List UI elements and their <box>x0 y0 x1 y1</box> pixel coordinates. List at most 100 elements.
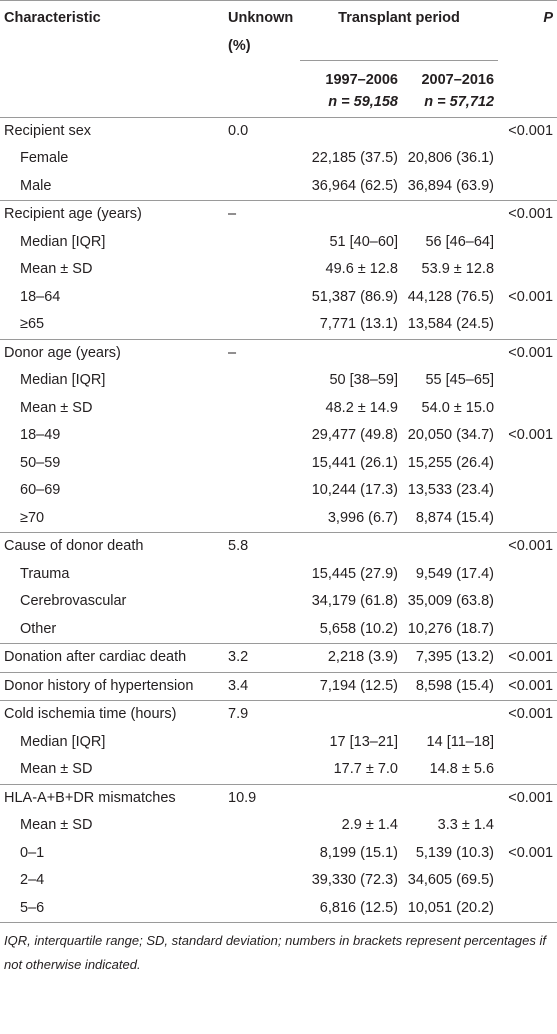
value-cell: 5,139 (10.3) <box>415 844 495 861</box>
unknown-cell <box>222 173 300 201</box>
item-row: ≥65 7,771 (13.1) 13,584 (24.5) <box>0 311 557 339</box>
p-cell: <0.001 <box>498 200 557 229</box>
header-cell: P <box>498 0 557 60</box>
unknown-cell <box>222 505 300 533</box>
unknown-cell <box>222 561 300 589</box>
row-label: Recipient age (years) <box>0 200 222 229</box>
footnote: IQR, interquartile range; SD, standard d… <box>0 922 557 977</box>
item-row: Cerebrovascular 34,179 (61.8) 35,009 (63.8… <box>0 588 557 616</box>
group-row: HLA-A+B+DR mismatches 10.9 <0.001 <box>0 783 557 812</box>
row-label: Mean ± SD <box>20 761 93 777</box>
unknown-cell: – <box>222 200 300 229</box>
value-cell: 6,816 (12.5) <box>319 899 398 916</box>
value-cell: 35,009 (63.8) <box>407 593 495 609</box>
value-cell <box>402 700 499 729</box>
item-row: Mean ± SD 48.2 ± 14.9 54.0 ± 15.0 <box>0 395 557 423</box>
value-cell: 54.0 ± 15.0 <box>421 399 495 416</box>
header-cell: Transplant period <box>300 0 499 61</box>
value-cell <box>402 200 499 229</box>
value-cell: 15,445 (27.9) <box>311 565 398 582</box>
row-label: Median [IQR] <box>20 233 106 250</box>
value-cell <box>300 116 402 145</box>
table-body: Recipient sex 0.0 <0.001 Female 22,185 (37.5… <box>0 116 557 923</box>
p-cell <box>498 311 557 339</box>
row-label: Donor age (years) <box>0 338 222 367</box>
group-row: Cold ischemia time (hours) 7.9 <0.001 <box>0 700 557 729</box>
value-cell: 15,441 (26.1) <box>311 454 398 471</box>
p-cell: <0.001 <box>498 532 557 561</box>
item-row: Female 22,185 (37.5) 20,806 (36.1) <box>0 145 557 173</box>
value-cell: 55 [45–65] <box>425 372 495 388</box>
value-cell: 3,996 (6.7) <box>327 509 398 526</box>
value-cell: 10,051 (20.2) <box>407 899 495 916</box>
value-cell: 17 [13–21] <box>329 733 398 750</box>
value-cell: 34,605 (69.5) <box>407 872 495 888</box>
unknown-cell <box>222 284 300 312</box>
value-cell: 36,964 (62.5) <box>311 177 398 194</box>
value-cell: 8,199 (15.1) <box>319 844 398 861</box>
p-cell: <0.001 <box>498 338 557 367</box>
p-cell <box>498 395 557 423</box>
value-cell: 17.7 ± 7.0 <box>333 761 398 777</box>
value-cell: 14.8 ± 5.6 <box>429 761 495 777</box>
item-row: 18–64 51,387 (86.9) 44,128 (76.5) <0.001 <box>0 284 557 312</box>
value-cell: 7,771 (13.1) <box>319 316 398 332</box>
item-row: 18–49 29,477 (49.8) 20,050 (34.7) <0.001 <box>0 422 557 450</box>
header-row: Characteristic Unknown (%) Transplant pe… <box>0 0 557 61</box>
value-cell: 48.2 ± 14.9 <box>325 399 398 416</box>
value-cell <box>402 783 499 812</box>
unknown-cell <box>222 311 300 339</box>
item-row: 5–6 6,816 (12.5) 10,051 (20.2) <box>0 895 557 923</box>
row-label: Other <box>20 620 57 637</box>
group-row: Donation after cardiac death 3.2 2,218 (3.… <box>0 643 557 672</box>
value-cell: 15,255 (26.4) <box>407 454 495 471</box>
item-row: 0–1 8,199 (15.1) 5,139 (10.3) <0.001 <box>0 840 557 868</box>
unknown-cell <box>222 812 300 840</box>
group-row: Recipient sex 0.0 <0.001 <box>0 116 557 145</box>
item-row: Male 36,964 (62.5) 36,894 (63.9) <box>0 173 557 201</box>
p-cell <box>498 477 557 505</box>
row-label: Median [IQR] <box>20 733 106 750</box>
row-label: ≥65 <box>20 316 45 332</box>
p-cell <box>498 895 557 923</box>
value-cell <box>402 532 499 561</box>
value-cell: 8,598 (15.4) <box>402 671 499 701</box>
value-cell: 44,128 (76.5) <box>407 288 495 305</box>
value-cell <box>402 338 499 367</box>
item-row: Mean ± SD 17.7 ± 7.0 14.8 ± 5.6 <box>0 756 557 784</box>
value-cell: 56 [46–64] <box>425 233 495 250</box>
row-label: Donor history of hypertension <box>0 671 222 701</box>
p-cell: <0.001 <box>508 288 554 305</box>
row-label: 2–4 <box>20 872 45 888</box>
unknown-cell <box>222 840 300 868</box>
row-label: ≥70 <box>20 509 45 526</box>
header-cell: n = 59,158 <box>300 90 402 118</box>
unknown-cell <box>222 867 300 895</box>
p-cell <box>498 616 557 644</box>
row-label: Trauma <box>20 565 70 582</box>
row-label: 18–49 <box>20 427 61 443</box>
value-cell: 13,533 (23.4) <box>407 482 495 498</box>
data-table: Characteristic Unknown (%) Transplant pe… <box>0 0 557 923</box>
unknown-cell: 0.0 <box>222 116 300 145</box>
row-label: Cause of donor death <box>0 532 222 561</box>
value-cell <box>300 783 402 812</box>
value-cell <box>300 200 402 229</box>
p-cell: <0.001 <box>508 844 554 861</box>
unknown-cell: 3.4 <box>222 671 300 701</box>
unknown-cell <box>222 395 300 423</box>
unknown-cell <box>222 616 300 644</box>
group-row: Cause of donor death 5.8 <0.001 <box>0 532 557 561</box>
value-cell: 2.9 ± 1.4 <box>341 817 398 833</box>
value-cell: 13,584 (24.5) <box>407 316 495 332</box>
p-cell <box>498 256 557 284</box>
unknown-cell <box>222 729 300 757</box>
header-cell: 1997–2006 <box>325 71 398 88</box>
header-row: 1997–2006 2007–2016 <box>0 60 557 91</box>
row-label: 50–59 <box>20 454 61 471</box>
p-cell: <0.001 <box>498 643 557 672</box>
value-cell: 20,050 (34.7) <box>407 427 495 443</box>
unknown-cell: 5.8 <box>222 532 300 561</box>
unknown-cell: 3.2 <box>222 643 300 672</box>
header-cell: n = 57,712 <box>402 90 499 118</box>
